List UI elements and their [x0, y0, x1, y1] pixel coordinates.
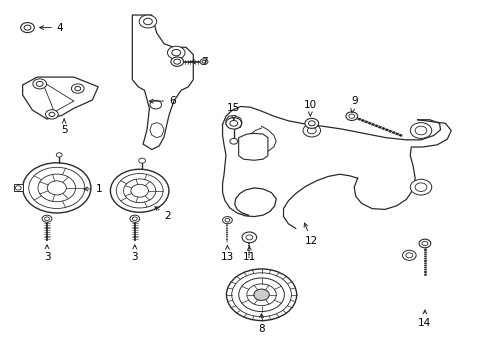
- Text: 1: 1: [84, 184, 102, 194]
- Polygon shape: [150, 123, 163, 138]
- Circle shape: [418, 239, 430, 248]
- Polygon shape: [132, 15, 193, 149]
- Circle shape: [139, 15, 157, 28]
- Text: 4: 4: [40, 23, 63, 33]
- Circle shape: [130, 215, 140, 222]
- Text: 6: 6: [149, 96, 175, 106]
- Circle shape: [22, 163, 91, 213]
- Circle shape: [345, 112, 357, 121]
- Circle shape: [56, 153, 62, 157]
- Circle shape: [45, 110, 58, 119]
- Circle shape: [402, 250, 415, 260]
- Polygon shape: [14, 184, 22, 192]
- Circle shape: [110, 169, 168, 212]
- Circle shape: [242, 232, 256, 243]
- Circle shape: [222, 217, 232, 224]
- Text: 9: 9: [350, 96, 357, 113]
- Text: 2: 2: [155, 207, 170, 221]
- Circle shape: [139, 158, 145, 163]
- Circle shape: [226, 269, 296, 320]
- Text: 8: 8: [258, 314, 264, 334]
- Text: 15: 15: [227, 103, 240, 120]
- Text: 3: 3: [131, 245, 138, 262]
- Circle shape: [229, 138, 237, 144]
- Text: 12: 12: [304, 223, 318, 246]
- Circle shape: [303, 124, 320, 137]
- Polygon shape: [238, 134, 267, 160]
- Text: 7: 7: [190, 57, 207, 67]
- Text: 10: 10: [303, 100, 316, 116]
- Text: 13: 13: [221, 246, 234, 262]
- Circle shape: [167, 46, 184, 59]
- Circle shape: [409, 123, 431, 138]
- Text: 3: 3: [43, 245, 50, 262]
- Text: 11: 11: [242, 246, 256, 262]
- Circle shape: [15, 186, 21, 190]
- Circle shape: [305, 118, 318, 129]
- Circle shape: [42, 215, 52, 222]
- Circle shape: [225, 118, 241, 129]
- Circle shape: [170, 57, 183, 66]
- Text: 5: 5: [61, 119, 67, 135]
- Circle shape: [253, 289, 269, 301]
- Text: 14: 14: [417, 310, 430, 328]
- Circle shape: [33, 79, 46, 89]
- Polygon shape: [22, 77, 98, 119]
- Circle shape: [409, 179, 431, 195]
- Circle shape: [20, 23, 34, 33]
- Circle shape: [200, 59, 207, 64]
- Circle shape: [150, 100, 161, 109]
- Circle shape: [71, 84, 84, 93]
